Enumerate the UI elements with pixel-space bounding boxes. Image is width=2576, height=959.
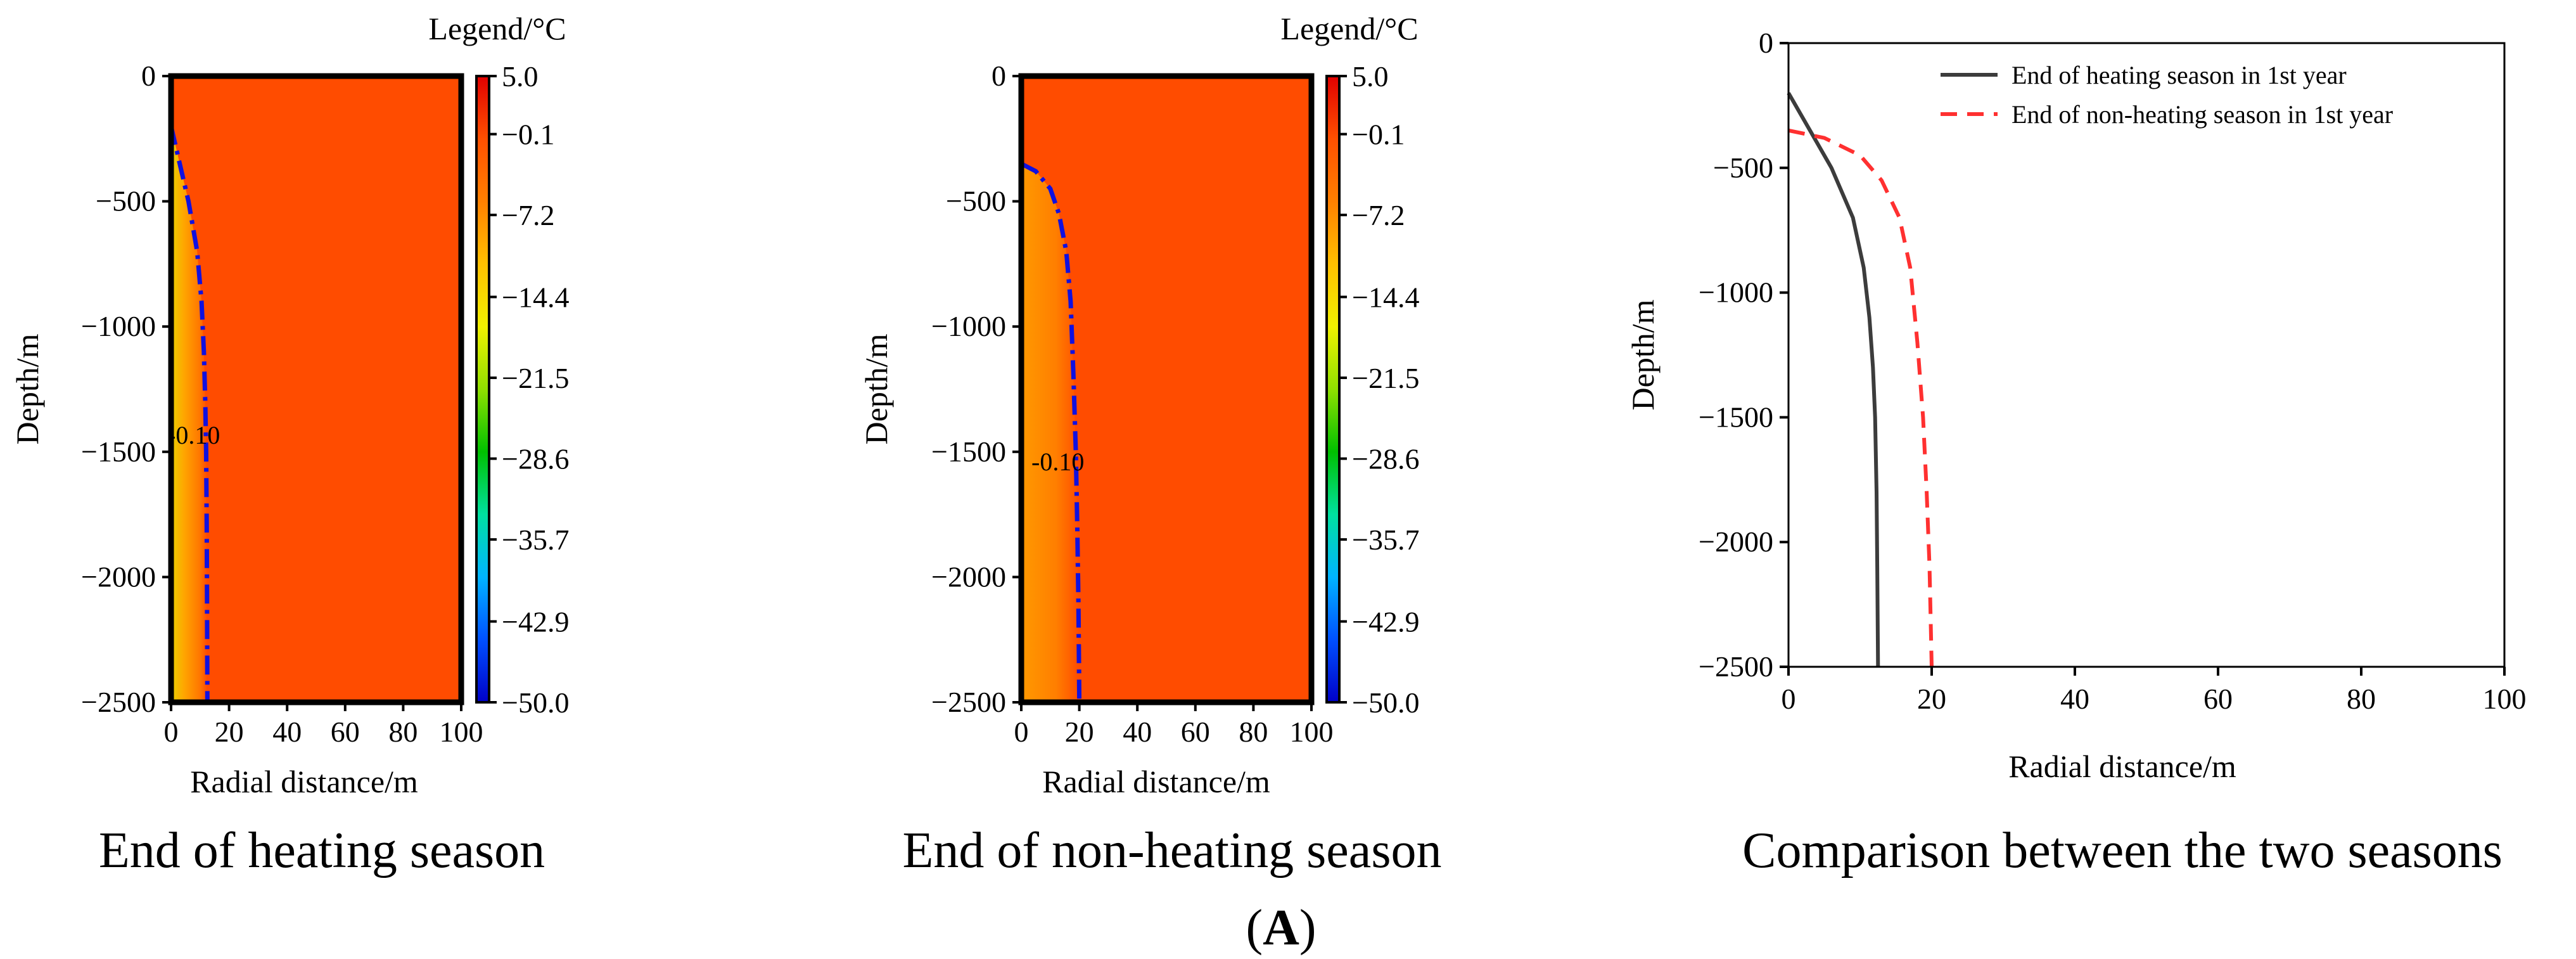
y-axis-ticks: 0 −500 −1000 −1500 −2000 −2500 (81, 60, 171, 718)
plot-frame (1787, 42, 2506, 668)
x-tick-label: 0 (1014, 716, 1029, 748)
colorbar-tick-label: 5.0 (1352, 60, 1389, 93)
y-tick-label: −500 (946, 185, 1006, 217)
x-axis-label: Radial distance/m (2008, 749, 2236, 784)
colorbar-tick-label: −42.9 (1352, 605, 1419, 638)
x-tick-label: 60 (1181, 716, 1210, 748)
x-axis-label: Radial distance/m (190, 764, 418, 799)
plot-frame (168, 73, 464, 705)
y-tick-label: −1500 (81, 435, 156, 468)
warm-region (1021, 164, 1080, 702)
colorbar-tick-label: −35.7 (502, 524, 569, 556)
y-tick-label: −500 (96, 185, 156, 217)
colorbar (476, 76, 489, 702)
x-tick-label: 0 (164, 716, 179, 748)
y-tick-label: −2500 (931, 686, 1006, 718)
y-tick-label: −2500 (1699, 650, 1773, 683)
y-axis-label: Depth/m (858, 333, 894, 444)
x-axis-ticks: 0 20 40 60 80 100 (164, 702, 483, 748)
x-tick-label: 100 (440, 716, 483, 748)
y-tick-label: −1000 (1699, 276, 1773, 309)
y-tick-label: −2000 (1699, 525, 1773, 558)
legend-entry: End of heating season in 1st year (2012, 61, 2347, 89)
series-line (1788, 128, 1934, 667)
legend-entry: End of non-heating season in 1st year (2012, 100, 2393, 129)
figure-letter-text: A (1263, 900, 1299, 956)
x-tick-label: 40 (1123, 716, 1152, 748)
y-tick-label: −500 (1713, 151, 1773, 184)
y-axis-ticks: 0 −500 −1000 −1500 −2000 −2500 (931, 60, 1021, 718)
x-tick-label: 40 (272, 716, 302, 748)
y-tick-label: −2500 (81, 686, 156, 718)
x-tick-label: 40 (2060, 683, 2089, 715)
heatmap-panel-heating: -0.10 0 −500 −1000 −1500 −2000 −2500 0 20 40 60 8… (10, 11, 569, 879)
colorbar-frame (475, 75, 490, 704)
panel-caption: Comparison between the two seasons (1742, 823, 2503, 879)
colorbar-tick-label: −7.2 (502, 199, 554, 231)
colorbar-tick-label: −14.4 (1352, 281, 1419, 313)
colorbar-tick-label: −21.5 (502, 362, 569, 394)
colorbar-ticks: 5.0 −0.1 −7.2 −14.4 −21.5 −28.6 −35.7 −42.9 −50.… (1339, 60, 1419, 719)
figure-letter: (A) (1246, 900, 1316, 956)
x-axis-ticks: 0 20 40 60 80 100 (1014, 702, 1334, 748)
y-tick-label: −2000 (931, 560, 1006, 593)
colorbar-tick-label: −21.5 (1352, 362, 1419, 394)
series-line (1787, 92, 1880, 667)
contour-line (1020, 162, 1082, 703)
colorbar-ticks: 5.0 −0.1 −7.2 −14.4 −21.5 −28.6 −35.7 −42.9 −50.… (489, 60, 569, 719)
series-lines (1787, 92, 1934, 667)
x-tick-label: 100 (1290, 716, 1334, 748)
contour-label: -0.10 (167, 421, 220, 449)
x-tick-label: 80 (1239, 716, 1268, 748)
y-tick-label: 0 (1759, 27, 1773, 59)
colorbar-tick-label: −35.7 (1352, 524, 1419, 556)
x-tick-label: 20 (1065, 716, 1094, 748)
heatmap-panel-non-heating: -0.10 0 −500 −1000 −1500 −2000 −2500 0 20 40 60 8… (858, 11, 1441, 879)
colorbar (1327, 76, 1339, 702)
colorbar-tick-label: −28.6 (502, 443, 569, 475)
colorbar-tick-label: −0.1 (1352, 119, 1405, 151)
plot-frame (1018, 73, 1315, 705)
colorbar-tick-label: −50.0 (502, 686, 569, 719)
x-axis-ticks: 0 20 40 60 80 100 (1782, 667, 2527, 715)
x-tick-label: 80 (388, 716, 418, 748)
contour-line (169, 126, 210, 703)
heatmap-background (171, 76, 461, 702)
y-tick-label: 0 (992, 60, 1006, 92)
x-tick-label: 100 (2483, 683, 2527, 715)
colorbar-frame (1325, 75, 1341, 704)
y-axis-label: Depth/m (10, 333, 45, 444)
x-tick-label: 0 (1782, 683, 1796, 715)
x-tick-label: 60 (331, 716, 360, 748)
y-tick-label: −1500 (931, 435, 1006, 468)
y-tick-label: −1000 (931, 310, 1006, 342)
colorbar-tick-label: 5.0 (502, 60, 539, 93)
colorbar-tick-label: −42.9 (502, 605, 569, 638)
y-axis-ticks: 0 −500 −1000 −1500 −2000 −2500 (1699, 27, 1789, 683)
colorbar-tick-label: −7.2 (1352, 199, 1405, 231)
x-tick-label: 60 (2203, 683, 2233, 715)
panel-caption: End of non-heating season (903, 823, 1442, 879)
colorbar-title: Legend/°C (428, 11, 566, 46)
y-tick-label: −1000 (81, 310, 156, 342)
x-axis-label: Radial distance/m (1042, 764, 1270, 799)
legend: End of heating season in 1st year End of … (1941, 61, 2393, 129)
y-tick-label: −2000 (81, 560, 156, 593)
x-tick-label: 80 (2347, 683, 2376, 715)
y-axis-label: Depth/m (1625, 299, 1661, 410)
colorbar-tick-label: −14.4 (502, 281, 569, 313)
y-tick-label: 0 (141, 60, 156, 92)
contour-label: -0.10 (1031, 447, 1084, 476)
panel-caption: End of heating season (99, 823, 545, 879)
y-tick-label: −1500 (1699, 401, 1773, 433)
line-panel-comparison: 0 −500 −1000 −1500 −2000 −2500 0 20 40 60 80 100 E… (1625, 27, 2527, 879)
x-tick-label: 20 (215, 716, 244, 748)
colorbar-title: Legend/°C (1280, 11, 1418, 46)
colorbar-tick-label: −28.6 (1352, 443, 1419, 475)
colorbar-tick-label: −0.1 (502, 119, 554, 151)
x-tick-label: 20 (1917, 683, 1946, 715)
colorbar-tick-label: −50.0 (1352, 686, 1419, 719)
